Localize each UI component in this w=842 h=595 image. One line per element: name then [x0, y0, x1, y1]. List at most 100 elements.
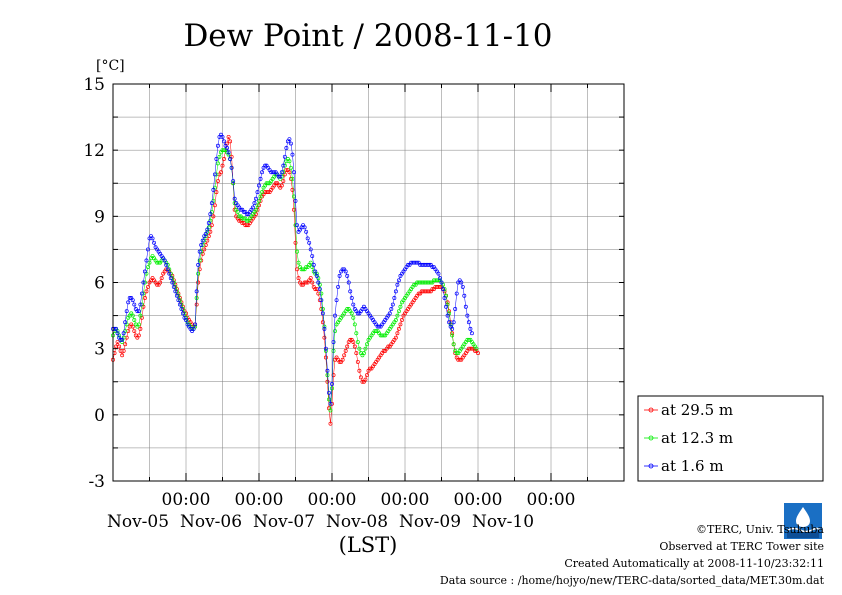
data-point [284, 146, 289, 150]
data-point [360, 379, 365, 384]
data-point [296, 276, 301, 281]
data-point [196, 262, 201, 267]
data-point [130, 313, 135, 318]
data-point [444, 304, 449, 309]
data-point [451, 320, 456, 325]
data-point [428, 280, 433, 285]
data-point [258, 176, 263, 181]
data-point [167, 271, 172, 276]
data-point [328, 408, 333, 413]
data-point [206, 220, 211, 225]
data-point [395, 331, 400, 336]
data-point [320, 311, 325, 316]
data-point [288, 141, 293, 146]
data-point [205, 227, 210, 232]
data-point [238, 207, 243, 212]
data-point [130, 298, 135, 303]
data-point [231, 179, 236, 183]
data-point [156, 260, 161, 265]
data-point [225, 146, 230, 150]
data-point [396, 326, 401, 331]
data-point [193, 322, 198, 327]
data-point [295, 223, 299, 228]
data-point [132, 302, 137, 307]
x-time-label: 00:00 [235, 490, 284, 510]
data-point [442, 295, 447, 300]
data-point [244, 223, 249, 228]
data-point [451, 342, 456, 347]
footer-source: Data source : /home/hojyo/new/TERC-data/… [439, 574, 824, 587]
data-point [208, 212, 213, 217]
x-axis-label: (LST) [339, 533, 398, 557]
legend-entry-29-5m: at 29.5 m [644, 401, 733, 419]
data-point [355, 311, 360, 316]
data-point [323, 355, 328, 360]
data-point [293, 198, 298, 203]
data-point [266, 181, 271, 186]
data-point [313, 287, 318, 292]
data-point [146, 265, 150, 270]
data-point [138, 326, 143, 331]
x-date-label: Nov-07 [253, 512, 315, 532]
data-point [365, 373, 369, 378]
data-point [351, 302, 356, 307]
data-point [220, 163, 225, 168]
data-point [115, 331, 120, 336]
data-point [316, 280, 321, 285]
data-point [381, 348, 386, 353]
footer-created: Created Automatically at 2008-11-10/23:3… [564, 557, 824, 570]
data-point [138, 302, 143, 307]
data-point [453, 307, 458, 311]
data-point [136, 333, 141, 338]
data-point [343, 269, 348, 274]
data-point [328, 421, 333, 426]
legend-box [637, 395, 824, 482]
data-point [117, 344, 122, 349]
data-point [320, 320, 325, 325]
data-point [386, 344, 391, 349]
y-tick-label: 9 [94, 207, 105, 227]
chart-title: Dew Point / 2008-11-10 [183, 18, 552, 54]
data-point [393, 335, 398, 340]
data-point [278, 174, 283, 179]
data-point [308, 276, 313, 281]
data-point [174, 293, 179, 298]
data-point [296, 260, 301, 265]
data-point [258, 194, 263, 199]
data-point [144, 289, 149, 294]
data-point [123, 320, 128, 325]
data-point [327, 397, 331, 402]
data-point [222, 148, 226, 153]
data-point [194, 302, 199, 307]
data-point [126, 300, 131, 305]
data-point [390, 302, 395, 307]
legend-entry-1-6m: at 1.6 m [644, 457, 724, 475]
data-point [304, 229, 309, 234]
data-point [136, 322, 141, 327]
data-point [427, 289, 432, 294]
data-point [313, 269, 318, 274]
data-point [395, 313, 400, 318]
data-point [317, 287, 322, 292]
data-point [184, 318, 188, 322]
y-tick-label: 15 [83, 75, 105, 95]
data-point [357, 368, 362, 373]
data-point [295, 267, 299, 272]
data-point [165, 267, 170, 272]
data-point [438, 284, 442, 289]
data-point [454, 291, 459, 296]
data-point [304, 265, 309, 270]
data-point [447, 320, 452, 325]
x-time-label: 00:00 [527, 490, 576, 510]
legend-entry-12-3m: at 12.3 m [644, 429, 733, 447]
legend-label-29-5m: at 29.5 m [661, 401, 733, 419]
x-date-label: Nov-08 [326, 512, 388, 532]
data-point [196, 271, 201, 276]
terc-logo-icon [784, 503, 822, 539]
data-point [333, 313, 337, 318]
data-point [211, 214, 216, 219]
data-point [159, 276, 164, 281]
data-point [191, 326, 196, 331]
data-point [430, 265, 435, 270]
data-point [179, 307, 184, 311]
